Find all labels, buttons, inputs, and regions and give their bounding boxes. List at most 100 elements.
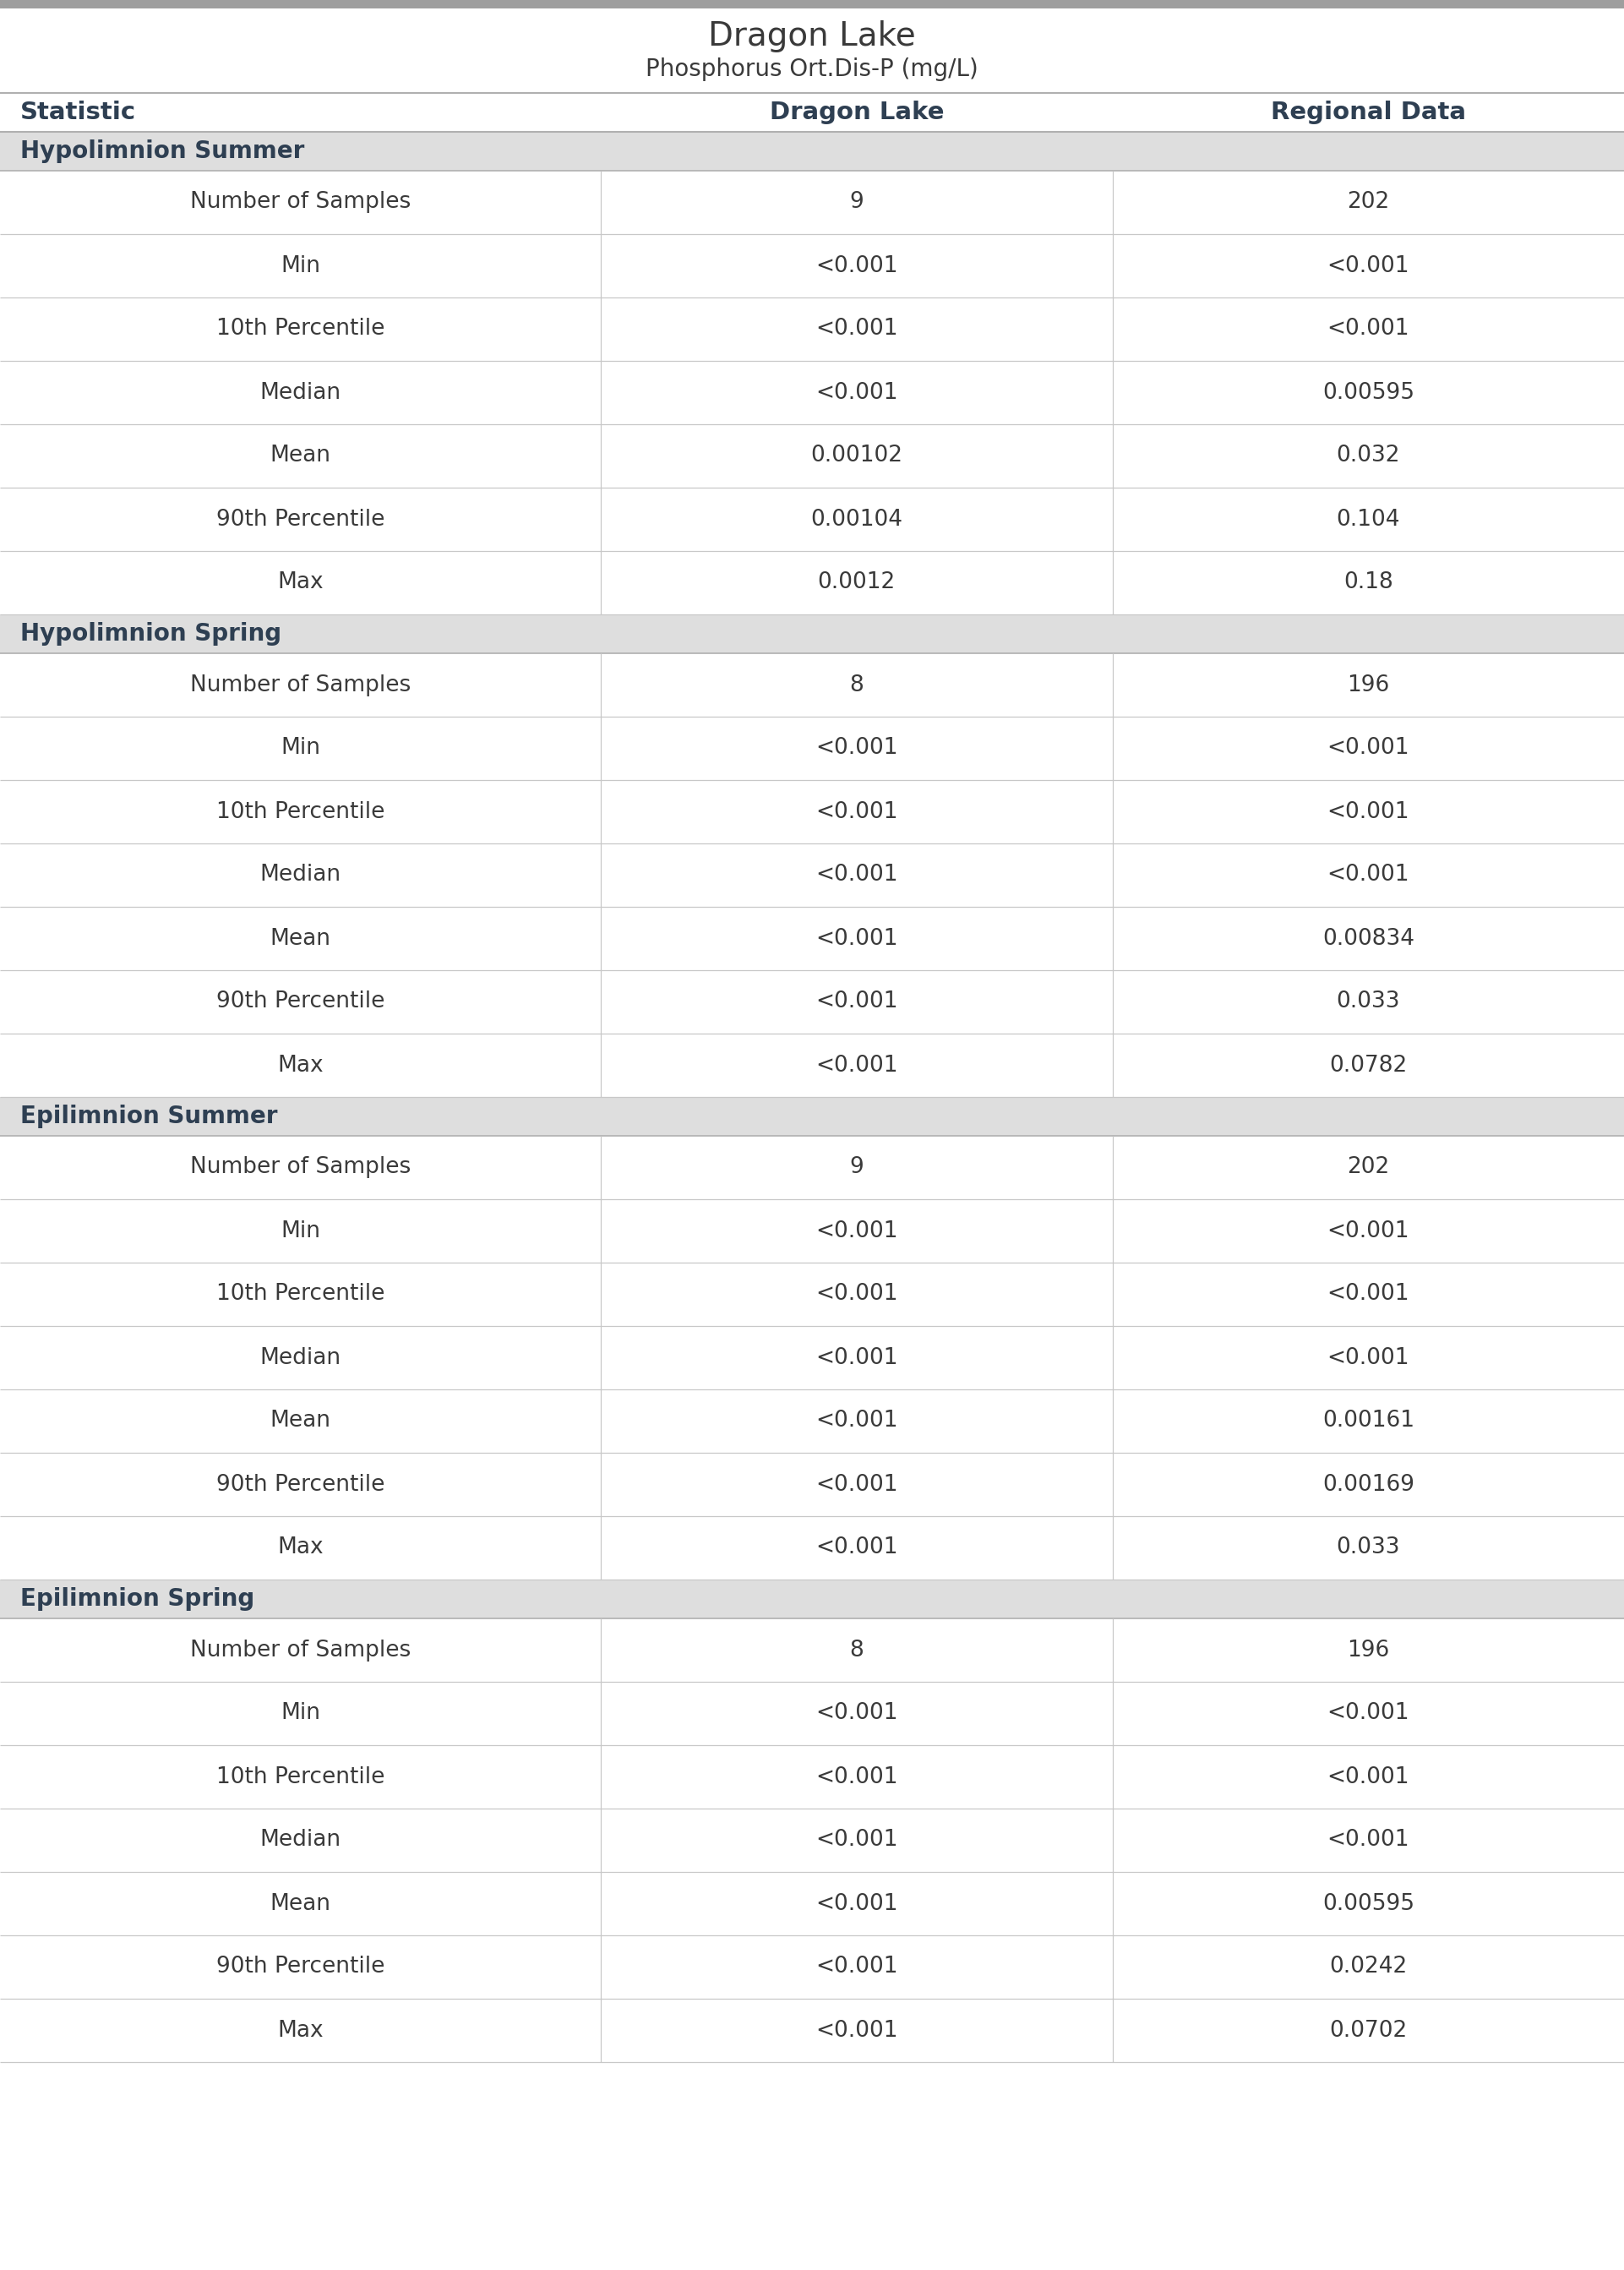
Text: <0.001: <0.001 bbox=[815, 738, 898, 760]
Bar bbox=[0, 1199, 1624, 1262]
Text: 90th Percentile: 90th Percentile bbox=[216, 992, 385, 1012]
Text: <0.001: <0.001 bbox=[815, 992, 898, 1012]
Text: <0.001: <0.001 bbox=[1327, 318, 1410, 340]
Bar bbox=[0, 1809, 1624, 1873]
Bar bbox=[0, 1033, 1624, 1096]
Text: 0.00169: 0.00169 bbox=[1322, 1473, 1415, 1496]
Text: Max: Max bbox=[278, 2020, 323, 2041]
Bar bbox=[0, 424, 1624, 488]
Text: <0.001: <0.001 bbox=[1327, 1219, 1410, 1242]
Text: 0.00595: 0.00595 bbox=[1322, 1893, 1415, 1914]
Bar bbox=[0, 1580, 1624, 1619]
Bar bbox=[0, 170, 1624, 234]
Text: 10th Percentile: 10th Percentile bbox=[216, 1283, 385, 1305]
Bar bbox=[0, 9, 1624, 93]
Text: 8: 8 bbox=[849, 674, 864, 697]
Text: 0.0242: 0.0242 bbox=[1330, 1957, 1406, 1977]
Text: Max: Max bbox=[278, 1053, 323, 1076]
Text: Median: Median bbox=[260, 1346, 341, 1369]
Text: Number of Samples: Number of Samples bbox=[190, 674, 411, 697]
Text: Dragon Lake: Dragon Lake bbox=[770, 100, 944, 125]
Text: 10th Percentile: 10th Percentile bbox=[216, 318, 385, 340]
Text: 0.032: 0.032 bbox=[1337, 445, 1400, 468]
Text: Median: Median bbox=[260, 1830, 341, 1852]
Bar bbox=[0, 615, 1624, 654]
Text: 0.00161: 0.00161 bbox=[1322, 1410, 1415, 1432]
Bar bbox=[0, 781, 1624, 844]
Text: Number of Samples: Number of Samples bbox=[190, 1155, 411, 1178]
Text: <0.001: <0.001 bbox=[815, 1219, 898, 1242]
Text: <0.001: <0.001 bbox=[815, 801, 898, 822]
Text: 0.0012: 0.0012 bbox=[818, 572, 895, 595]
Bar bbox=[0, 654, 1624, 717]
Text: Median: Median bbox=[260, 381, 341, 404]
Bar bbox=[0, 906, 1624, 969]
Text: 90th Percentile: 90th Percentile bbox=[216, 1473, 385, 1496]
Bar bbox=[0, 297, 1624, 361]
Text: <0.001: <0.001 bbox=[1327, 1702, 1410, 1725]
Text: 90th Percentile: 90th Percentile bbox=[216, 508, 385, 531]
Bar bbox=[0, 552, 1624, 615]
Text: Mean: Mean bbox=[270, 928, 331, 949]
Bar bbox=[0, 1936, 1624, 1998]
Bar bbox=[0, 1682, 1624, 1746]
Text: 202: 202 bbox=[1346, 1155, 1390, 1178]
Text: <0.001: <0.001 bbox=[815, 1893, 898, 1914]
Text: <0.001: <0.001 bbox=[815, 1537, 898, 1559]
Bar bbox=[0, 1998, 1624, 2061]
Text: Min: Min bbox=[281, 1702, 320, 1725]
Text: 196: 196 bbox=[1346, 1639, 1390, 1662]
Text: 10th Percentile: 10th Percentile bbox=[216, 1766, 385, 1789]
Text: 0.00595: 0.00595 bbox=[1322, 381, 1415, 404]
Text: <0.001: <0.001 bbox=[815, 865, 898, 885]
Text: 10th Percentile: 10th Percentile bbox=[216, 801, 385, 822]
Text: <0.001: <0.001 bbox=[815, 1830, 898, 1852]
Text: Epilimnion Summer: Epilimnion Summer bbox=[19, 1105, 278, 1128]
Text: 196: 196 bbox=[1346, 674, 1390, 697]
Bar bbox=[0, 1516, 1624, 1580]
Text: Regional Data: Regional Data bbox=[1270, 100, 1466, 125]
Text: 0.18: 0.18 bbox=[1343, 572, 1393, 595]
Bar bbox=[0, 0, 1624, 9]
Bar bbox=[0, 1453, 1624, 1516]
Bar bbox=[0, 132, 1624, 170]
Bar bbox=[0, 1326, 1624, 1389]
Text: 90th Percentile: 90th Percentile bbox=[216, 1957, 385, 1977]
Text: Number of Samples: Number of Samples bbox=[190, 1639, 411, 1662]
Text: <0.001: <0.001 bbox=[815, 1283, 898, 1305]
Text: <0.001: <0.001 bbox=[815, 1957, 898, 1977]
Text: 0.00104: 0.00104 bbox=[810, 508, 903, 531]
Text: Epilimnion Spring: Epilimnion Spring bbox=[19, 1587, 255, 1612]
Text: <0.001: <0.001 bbox=[815, 1766, 898, 1789]
Text: <0.001: <0.001 bbox=[815, 2020, 898, 2041]
Bar bbox=[0, 1096, 1624, 1135]
Text: <0.001: <0.001 bbox=[815, 1702, 898, 1725]
Bar bbox=[0, 844, 1624, 906]
Text: <0.001: <0.001 bbox=[815, 1473, 898, 1496]
Text: Min: Min bbox=[281, 254, 320, 277]
Bar bbox=[0, 488, 1624, 552]
Text: 0.033: 0.033 bbox=[1337, 992, 1400, 1012]
Text: Max: Max bbox=[278, 1537, 323, 1559]
Text: 8: 8 bbox=[849, 1639, 864, 1662]
Text: <0.001: <0.001 bbox=[1327, 1766, 1410, 1789]
Text: Hypolimnion Summer: Hypolimnion Summer bbox=[19, 138, 305, 163]
Text: <0.001: <0.001 bbox=[815, 1410, 898, 1432]
Bar bbox=[0, 361, 1624, 424]
Text: Min: Min bbox=[281, 738, 320, 760]
Bar bbox=[0, 1262, 1624, 1326]
Text: Hypolimnion Spring: Hypolimnion Spring bbox=[19, 622, 281, 645]
Text: <0.001: <0.001 bbox=[815, 1346, 898, 1369]
Text: Dragon Lake: Dragon Lake bbox=[708, 20, 916, 52]
Bar bbox=[0, 1873, 1624, 1936]
Text: <0.001: <0.001 bbox=[1327, 801, 1410, 822]
Text: 0.00102: 0.00102 bbox=[810, 445, 903, 468]
Bar bbox=[0, 1619, 1624, 1682]
Text: Min: Min bbox=[281, 1219, 320, 1242]
Bar bbox=[0, 717, 1624, 781]
Text: 0.104: 0.104 bbox=[1337, 508, 1400, 531]
Text: Mean: Mean bbox=[270, 1410, 331, 1432]
Text: Median: Median bbox=[260, 865, 341, 885]
Text: 0.0782: 0.0782 bbox=[1330, 1053, 1406, 1076]
Text: 9: 9 bbox=[849, 1155, 864, 1178]
